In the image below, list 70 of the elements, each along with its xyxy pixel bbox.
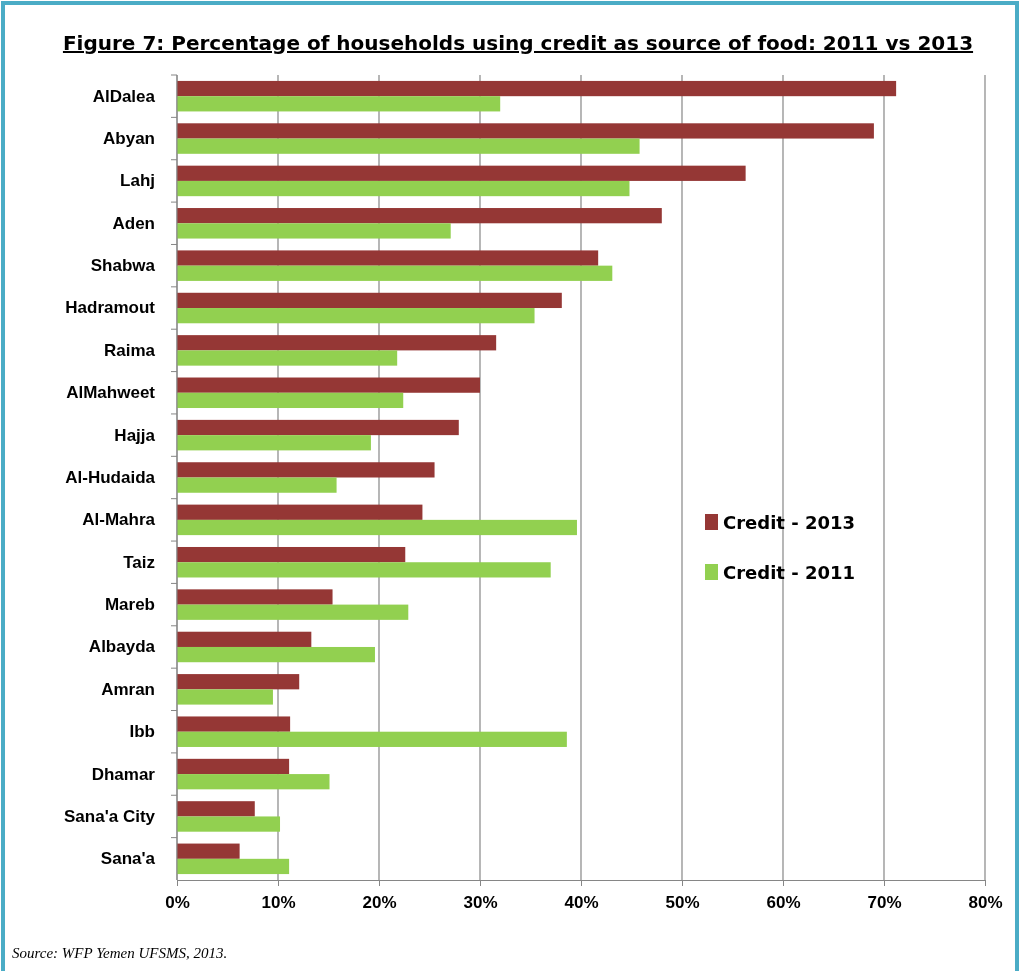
bar [177,604,409,620]
chart-title: Figure 7: Percentage of households using credit as source of food: 2011 vs 2013 [62,31,974,55]
y-tick-label: Shabwa [90,256,156,276]
bar [177,801,255,817]
y-tick-label: Hajja [114,425,156,445]
y-tick-label: Hadramout [65,298,156,318]
bar [177,250,599,266]
x-tick-label: 80% [968,893,1003,913]
y-tick-label: Al-Mahra [82,510,156,530]
bar [177,674,300,690]
x-tick-label: 0% [165,893,190,913]
bar [177,716,291,732]
bar [177,562,551,578]
y-tick-label: Aden [112,213,155,233]
x-tick-label: 60% [766,893,801,913]
bar [177,504,423,520]
bar [177,462,435,478]
bar [177,123,874,139]
y-tick-label: Ibb [129,722,155,742]
bar [177,774,330,790]
y-tick-label: Albayda [88,637,156,657]
bar [177,96,501,112]
bar [177,419,459,436]
bar [177,646,375,663]
bar [177,689,273,705]
legend-label: Credit - 2011 [723,562,856,583]
bar [177,292,562,309]
bar [177,208,662,224]
bar [177,858,290,875]
y-tick-label: Lahj [120,171,155,191]
bar [177,758,290,775]
x-tick-label: 30% [463,893,498,913]
x-tick-label: 40% [564,893,599,913]
bar [177,350,398,366]
y-tick-label: Sana'a [100,849,156,869]
y-tick-label: Mareb [104,595,155,615]
bar [177,816,281,832]
bar [177,546,406,563]
bar [177,519,577,536]
bar [177,631,312,647]
bar [177,265,613,281]
x-tick-label: 10% [261,893,296,913]
y-tick-label: Sana'a City [64,806,156,826]
x-tick-label: 70% [867,893,902,913]
y-tick-label: Raima [103,340,156,360]
y-tick-label: Abyan [103,128,155,148]
bar [177,477,337,493]
y-tick-label: Al-Hudaida [65,467,156,487]
bar [177,138,640,154]
y-tick-label: Amran [101,679,155,699]
bar [177,435,371,451]
source-note: Source: WFP Yemen UFSMS, 2013. [12,945,228,961]
bar [177,377,480,393]
bar [177,308,535,324]
bar [177,223,451,239]
legend-label: Credit - 2013 [723,512,856,533]
bar [177,589,333,605]
bar [177,392,404,409]
bar [177,80,897,97]
x-tick-label: 50% [665,893,700,913]
bar [177,165,746,181]
y-tick-label: AlMahweet [66,383,156,403]
x-tick-label: 20% [362,893,397,913]
bar [177,180,630,197]
bar [177,843,240,859]
y-tick-label: Dhamar [91,764,156,784]
y-tick-label: AlDalea [92,86,156,106]
bar [177,335,497,351]
y-tick-label: Taiz [123,552,155,572]
bar [177,731,567,747]
